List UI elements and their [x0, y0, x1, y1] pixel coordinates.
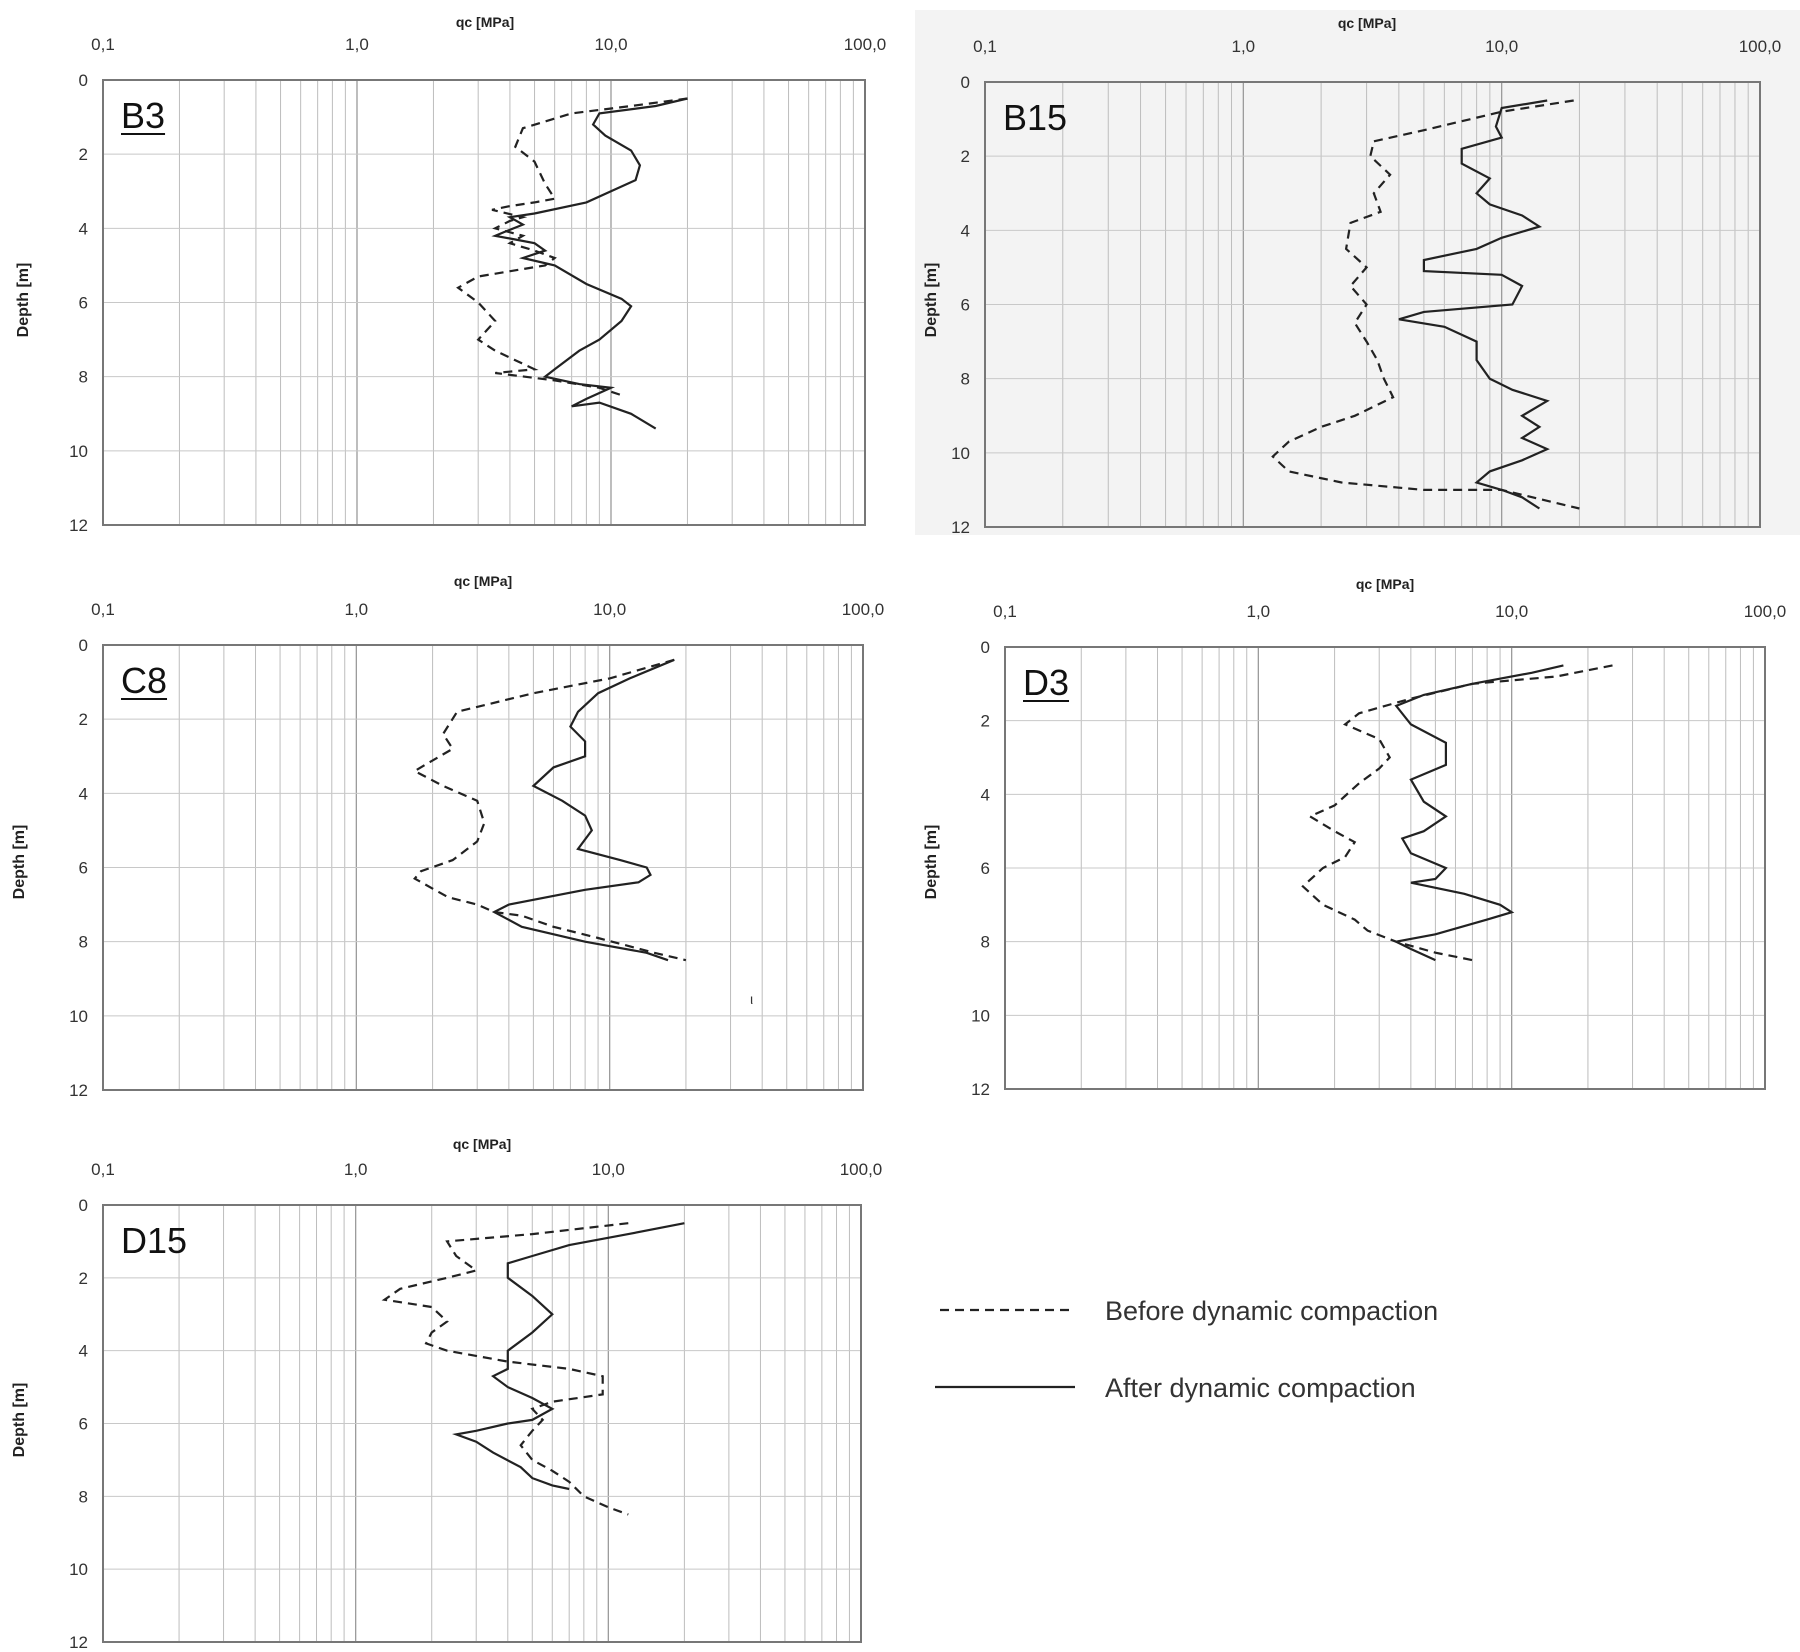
x-axis-title: qc [MPa]	[454, 573, 512, 589]
y-tick-label: 10	[69, 1007, 88, 1026]
x-tick-label: 10,0	[1485, 37, 1518, 56]
series-before-line	[381, 1222, 629, 1516]
chart-b15: 0,1 1,0 10,0 100,0 0 2 4 6 8 10 12 qc [MPa] Depth [m…	[923, 15, 1781, 537]
panel-name: B3	[121, 95, 165, 136]
y-tick-label: 12	[971, 1080, 990, 1099]
y-tick-label: 6	[981, 859, 990, 878]
series-after-line	[1392, 664, 1564, 962]
x-tick-label: 10,0	[593, 600, 626, 619]
x-tick-label: 100,0	[1744, 602, 1787, 621]
panel-name: B15	[1003, 97, 1067, 138]
y-tick-label: 10	[69, 1560, 88, 1579]
x-tick-label: 100,0	[1739, 37, 1782, 56]
panel-b15-background	[915, 10, 1800, 535]
y-tick-label: 8	[79, 1487, 88, 1506]
y-axis-title: Depth [m]	[923, 825, 940, 900]
y-tick-label: 0	[79, 1196, 88, 1215]
y-tick-label: 4	[981, 785, 990, 804]
y-axis-title: Depth [m]	[11, 1383, 28, 1458]
x-tick-label: 100,0	[840, 1160, 883, 1179]
x-tick-label: 0,1	[993, 602, 1017, 621]
x-tick-label: 100,0	[842, 600, 885, 619]
y-tick-label: 6	[79, 294, 88, 313]
y-tick-label: 2	[981, 712, 990, 731]
x-tick-label: 0,1	[91, 35, 115, 54]
y-axis-title: Depth [m]	[923, 263, 940, 338]
plot-frame	[102, 79, 866, 526]
plot-frame	[102, 644, 864, 1091]
y-axis-title: Depth [m]	[15, 263, 32, 338]
x-axis-title: qc [MPa]	[1356, 576, 1414, 592]
chart-d15: 0,1 1,0 10,0 100,0 0 2 4 6 8 10 12 qc [MPa] Depth [m…	[11, 1136, 882, 1652]
panel-name: C8	[121, 660, 167, 701]
y-tick-label: 4	[79, 784, 88, 803]
legend-before-label: Before dynamic compaction	[1105, 1296, 1438, 1326]
series-after-line	[491, 658, 675, 962]
series-before-line	[1271, 99, 1580, 510]
y-tick-label: 6	[961, 296, 970, 315]
y-tick-label: 0	[981, 638, 990, 657]
legend: Before dynamic compaction After dynamic …	[935, 1296, 1438, 1403]
x-tick-label: 10,0	[1495, 602, 1528, 621]
series-after-line	[452, 1222, 685, 1491]
x-tick-label: 0,1	[91, 600, 115, 619]
y-tick-label: 12	[69, 1081, 88, 1100]
y-tick-label: 10	[951, 444, 970, 463]
x-tick-label: 1,0	[1247, 602, 1271, 621]
y-tick-label: 6	[79, 859, 88, 878]
x-tick-label: 0,1	[91, 1160, 115, 1179]
x-tick-label: 1,0	[345, 600, 369, 619]
y-tick-label: 12	[951, 518, 970, 537]
x-tick-label: 0,1	[973, 37, 997, 56]
series-before-line	[456, 97, 688, 397]
y-tick-label: 0	[79, 636, 88, 655]
y-tick-label: 12	[69, 516, 88, 535]
y-tick-label: 6	[79, 1415, 88, 1434]
x-tick-label: 10,0	[592, 1160, 625, 1179]
y-tick-label: 10	[971, 1006, 990, 1025]
panel-name: D15	[121, 1220, 187, 1261]
legend-after-label: After dynamic compaction	[1105, 1373, 1416, 1403]
chart-c8: 0,1 1,0 10,0 100,0 0 2 4 6 8 10 12 qc [MPa] Depth [m…	[11, 573, 884, 1100]
y-tick-label: 10	[69, 442, 88, 461]
y-tick-label: 4	[79, 1342, 88, 1361]
x-tick-label: 1,0	[1232, 37, 1256, 56]
plot-frame	[1004, 646, 1766, 1090]
y-axis-title: Depth [m]	[11, 825, 28, 900]
x-axis-title: qc [MPa]	[453, 1136, 511, 1152]
y-tick-label: 4	[961, 221, 970, 240]
series-after-line	[1398, 99, 1550, 510]
series-before-line	[412, 658, 687, 962]
y-tick-label: 4	[79, 219, 88, 238]
series-before-line	[1301, 664, 1613, 962]
series-after-line	[491, 97, 688, 430]
x-axis-title: qc [MPa]	[456, 14, 514, 30]
panel-name: D3	[1023, 662, 1069, 703]
y-tick-label: 8	[961, 370, 970, 389]
y-tick-label: 2	[79, 1269, 88, 1288]
x-axis-title: qc [MPa]	[1338, 15, 1396, 31]
stray-mark: ι	[750, 991, 753, 1007]
y-tick-label: 12	[69, 1633, 88, 1652]
y-tick-label: 2	[961, 147, 970, 166]
x-tick-label: 1,0	[344, 1160, 368, 1179]
y-tick-label: 0	[79, 71, 88, 90]
x-tick-label: 100,0	[844, 35, 887, 54]
y-tick-label: 2	[79, 710, 88, 729]
y-tick-label: 2	[79, 145, 88, 164]
y-tick-label: 0	[961, 73, 970, 92]
x-tick-label: 1,0	[345, 35, 369, 54]
x-tick-label: 10,0	[594, 35, 627, 54]
chart-d3: 0,1 1,0 10,0 100,0 0 2 4 6 8 10 12 qc [MPa] Depth [m…	[923, 576, 1786, 1099]
y-tick-label: 8	[981, 933, 990, 952]
y-tick-label: 8	[79, 933, 88, 952]
chart-b3: 0,1 1,0 10,0 100,0 0 2 4 6 8 10 12 qc [MPa] Depth [m…	[15, 14, 886, 535]
plot-frame	[102, 1204, 862, 1643]
y-tick-label: 8	[79, 368, 88, 387]
plot-frame	[984, 81, 1761, 528]
